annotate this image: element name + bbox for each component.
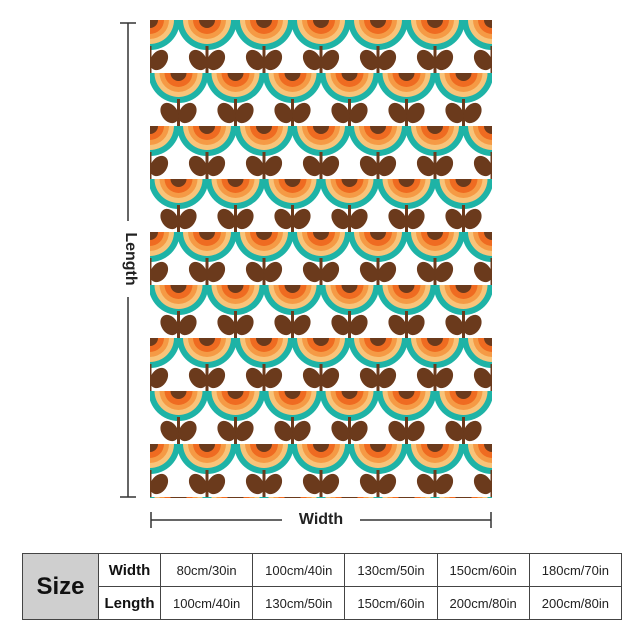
- length-cell: 150cm/60in: [344, 586, 438, 620]
- size-header: Size: [22, 553, 99, 620]
- length-cell: 100cm/40in: [159, 586, 254, 620]
- length-cell: 200cm/80in: [436, 586, 530, 620]
- width-cell: 180cm/70in: [528, 553, 623, 587]
- width-cell: 80cm/30in: [159, 553, 254, 587]
- width-cell: 130cm/50in: [344, 553, 438, 587]
- length-cell: 200cm/80in: [528, 586, 623, 620]
- width-label: Width: [282, 508, 360, 532]
- length-cell: 130cm/50in: [252, 586, 346, 620]
- blanket-image: [150, 20, 492, 498]
- length-row: Length 100cm/40in 130cm/50in 150cm/60in …: [23, 586, 623, 620]
- size-chart-table: Size Width 80cm/30in 100cm/40in 130cm/50…: [22, 553, 623, 620]
- length-label: Length: [118, 221, 142, 297]
- width-row-label: Width: [98, 553, 161, 587]
- length-row-label: Length: [98, 586, 161, 620]
- width-row: Size Width 80cm/30in 100cm/40in 130cm/50…: [22, 553, 623, 620]
- flower-pattern: [150, 20, 492, 498]
- width-cell: 100cm/40in: [252, 553, 346, 587]
- width-cell: 150cm/60in: [436, 553, 530, 587]
